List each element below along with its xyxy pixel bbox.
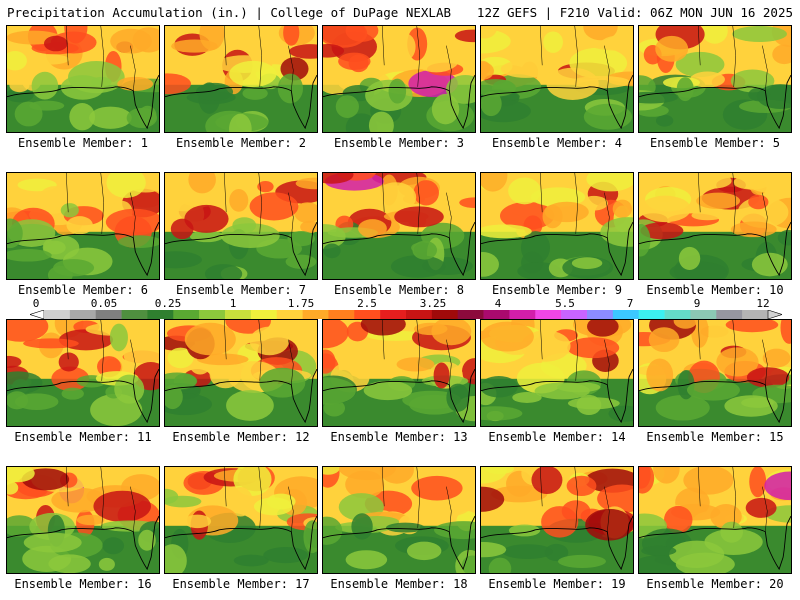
colorbar-segment: [173, 310, 200, 319]
map-panel: [322, 25, 476, 133]
colorbar-segment: [742, 310, 769, 319]
panel-label: Ensemble Member: 7: [175, 283, 307, 297]
panel-label: Ensemble Member: 20: [646, 577, 784, 591]
colorbar-segment: [44, 310, 71, 319]
panel-label: Ensemble Member: 17: [172, 577, 310, 591]
colorbar-segment: [225, 310, 252, 319]
title-left: Precipitation Accumulation (in.) | Colle…: [7, 5, 452, 20]
map-panel: [164, 172, 318, 280]
precip-colorbar: [30, 310, 782, 319]
colorbar-tick-label: 9: [693, 297, 701, 310]
colorbar-max-arrow: [767, 310, 782, 319]
map-panel: [480, 25, 634, 133]
colorbar-segment: [276, 310, 303, 319]
colorbar-segment: [509, 310, 536, 319]
colorbar-segment: [431, 310, 459, 319]
map-panel: [6, 25, 160, 133]
colorbar-segment: [457, 310, 484, 319]
panel-label: Ensemble Member: 3: [333, 136, 465, 150]
map-panel: [480, 172, 634, 280]
map-panel: [638, 172, 792, 280]
map-panel: [322, 466, 476, 574]
panel-label: Ensemble Member: 11: [14, 430, 152, 444]
colorbar-min-arrow: [30, 310, 45, 319]
colorbar-segment: [199, 310, 226, 319]
panel-label: Ensemble Member: 12: [172, 430, 310, 444]
colorbar-segment: [121, 310, 148, 319]
colorbar-segment: [250, 310, 278, 319]
title-right: 12Z GEFS | F210 Valid: 06Z MON JUN 16 20…: [476, 5, 793, 20]
colorbar-segment: [354, 310, 381, 319]
panel-label: Ensemble Member: 19: [488, 577, 626, 591]
panel-label: Ensemble Member: 16: [14, 577, 152, 591]
colorbar-tick-label: 0: [32, 297, 40, 310]
colorbar-tick-label: 12: [756, 297, 770, 310]
panel-label: Ensemble Member: 2: [175, 136, 307, 150]
map-panel: [6, 172, 160, 280]
colorbar-tick-label: 4: [494, 297, 502, 310]
map-panel: [164, 25, 318, 133]
panel-label: Ensemble Member: 1: [17, 136, 149, 150]
colorbar-segment: [483, 310, 510, 319]
map-panel: [480, 466, 634, 574]
colorbar-segment: [380, 310, 407, 319]
map-panel: [6, 466, 160, 574]
map-panel: [638, 466, 792, 574]
colorbar-segment: [587, 310, 614, 319]
panel-label: Ensemble Member: 14: [488, 430, 626, 444]
colorbar-tick-label: 1.75: [287, 297, 315, 310]
panel-label: Ensemble Member: 5: [649, 136, 781, 150]
panel-label: Ensemble Member: 15: [646, 430, 784, 444]
colorbar-tick-label: 2.5: [357, 297, 377, 310]
colorbar-segment: [328, 310, 355, 319]
panel-label: Ensemble Member: 9: [491, 283, 623, 297]
panel-label: Ensemble Member: 13: [330, 430, 468, 444]
colorbar-segment: [612, 310, 640, 319]
map-panel: [638, 319, 792, 427]
colorbar-segment: [561, 310, 588, 319]
panel-label: Ensemble Member: 18: [330, 577, 468, 591]
panel-label: Ensemble Member: 8: [333, 283, 465, 297]
map-panel: [638, 25, 792, 133]
colorbar-tick-label: 0.25: [154, 297, 182, 310]
colorbar-tick-label: 5.5: [555, 297, 575, 310]
colorbar-segment: [147, 310, 174, 319]
colorbar-segment: [69, 310, 97, 319]
colorbar-tick-label: 1: [229, 297, 237, 310]
map-panel: [322, 319, 476, 427]
map-panel: [480, 319, 634, 427]
map-panel: [6, 319, 160, 427]
colorbar-segment: [535, 310, 562, 319]
colorbar-segment: [638, 310, 665, 319]
colorbar-tick-label: 0.05: [90, 297, 118, 310]
colorbar-segment: [690, 310, 717, 319]
colorbar-segment: [302, 310, 329, 319]
colorbar-segment: [406, 310, 433, 319]
map-panel: [164, 319, 318, 427]
colorbar-segment: [716, 310, 743, 319]
colorbar-tick-label: 7: [626, 297, 634, 310]
colorbar-segment: [95, 310, 122, 319]
colorbar-tick-label: 3.25: [419, 297, 447, 310]
panel-label: Ensemble Member: 6: [17, 283, 149, 297]
map-panel: [164, 466, 318, 574]
map-panel: [322, 172, 476, 280]
panel-label: Ensemble Member: 10: [646, 283, 784, 297]
panel-label: Ensemble Member: 4: [491, 136, 623, 150]
colorbar-segment: [664, 310, 691, 319]
